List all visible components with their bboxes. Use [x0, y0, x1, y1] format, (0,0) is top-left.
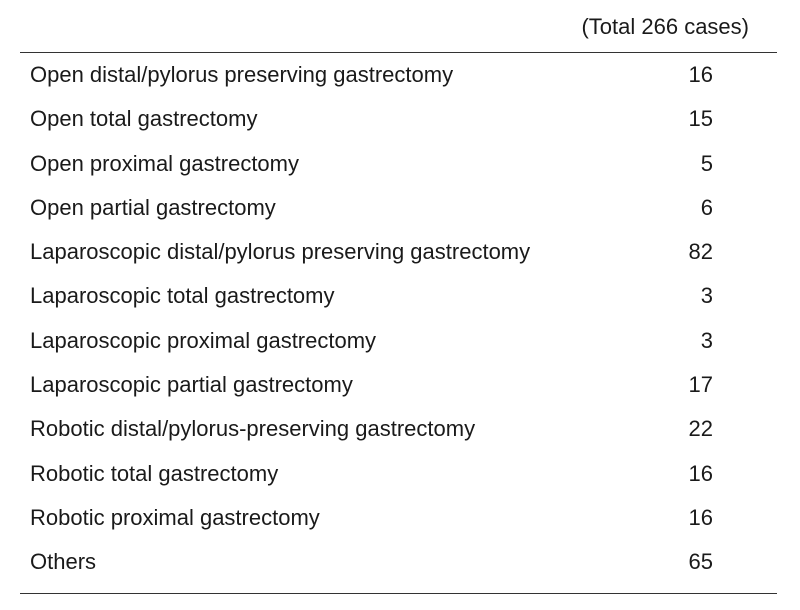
- table-row: Others 65: [20, 544, 777, 588]
- procedure-name: Laparoscopic total gastrectomy: [30, 283, 335, 309]
- procedure-name: Laparoscopic proximal gastrectomy: [30, 327, 377, 353]
- case-count: 3: [700, 327, 713, 353]
- table-row: Open proximal gastrectomy 5: [20, 146, 777, 190]
- total-cases-label: (Total 266 cases): [581, 14, 749, 39]
- procedure-name: Open proximal gastrectomy: [30, 150, 299, 176]
- table-row: Robotic proximal gastrectomy 16: [20, 500, 777, 544]
- procedure-name: Robotic distal/pylorus-preserving gastre…: [30, 416, 476, 442]
- table-row: Laparoscopic partial gastrectomy 17: [20, 367, 777, 411]
- procedure-name: Open distal/pylorus preserving gastrecto…: [30, 62, 454, 87]
- case-count: 15: [688, 106, 713, 132]
- procedure-name: Laparoscopic partial gastrectomy: [30, 372, 353, 398]
- procedure-name: Laparoscopic distal/pylorus preserving g…: [30, 239, 531, 265]
- table-body: Open distal/pylorus preserving gastrecto…: [20, 53, 777, 594]
- table-row: Robotic distal/pylorus-preserving gastre…: [20, 411, 777, 455]
- case-count: 65: [688, 549, 713, 575]
- table-row: Laparoscopic distal/pylorus preserving g…: [20, 234, 777, 278]
- table-row: Open partial gastrectomy 6: [20, 190, 777, 234]
- table-row: Open total gastrectomy 15: [20, 101, 777, 145]
- case-count: 17: [688, 372, 713, 398]
- table-row: Open distal/pylorus preserving gastrecto…: [20, 57, 777, 101]
- case-count: 16: [688, 62, 713, 87]
- case-count: 6: [700, 194, 713, 220]
- case-count: 3: [700, 283, 713, 309]
- procedure-name: Open partial gastrectomy: [30, 194, 276, 220]
- surgery-cases-table: (Total 266 cases) Open distal/pylorus pr…: [20, 0, 777, 594]
- case-count: 82: [688, 239, 713, 265]
- procedure-name: Robotic total gastrectomy: [30, 460, 279, 486]
- table-row: Laparoscopic total gastrectomy 3: [20, 278, 777, 322]
- case-count: 16: [688, 504, 713, 530]
- procedure-name: Open total gastrectomy: [30, 106, 258, 132]
- case-count: 5: [700, 150, 713, 176]
- procedure-name: Robotic proximal gastrectomy: [30, 504, 320, 530]
- table-header: (Total 266 cases): [20, 0, 777, 53]
- case-count: 16: [688, 460, 713, 486]
- table-row: Laparoscopic proximal gastrectomy 3: [20, 323, 777, 367]
- case-count: 22: [688, 416, 713, 442]
- procedure-name: Others: [30, 549, 97, 575]
- table-row: Robotic total gastrectomy 16: [20, 456, 777, 500]
